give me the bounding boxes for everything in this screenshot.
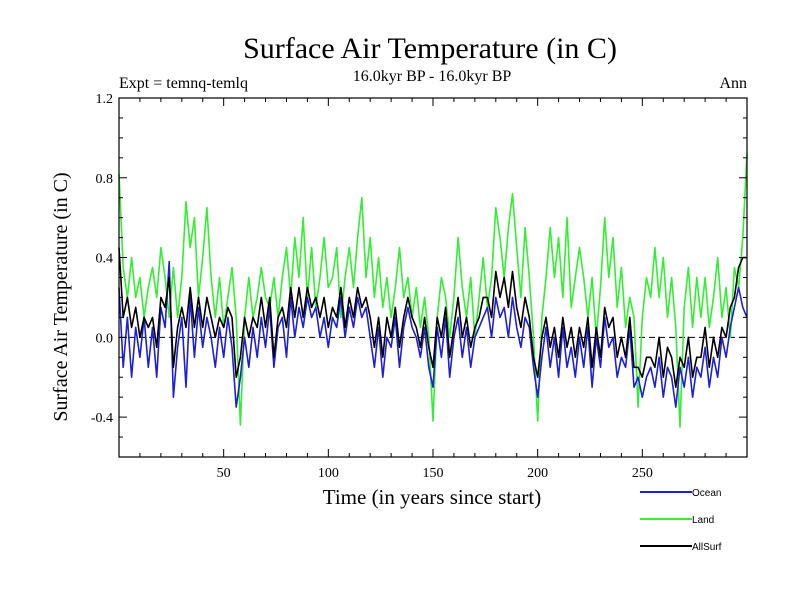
chart-subtitle: 16.0kyr BP - 16.0kyr BP [353, 68, 512, 85]
legend-label-allsurf: AllSurf [692, 542, 722, 553]
y-tick-label: -0.4 [91, 411, 113, 426]
x-tick-label: 250 [632, 466, 653, 481]
experiment-label: Expt = temnq-temlq [119, 75, 248, 92]
x-tick-label: 100 [318, 466, 339, 481]
legend-label-land: Land [692, 515, 714, 526]
x-tick-label: 50 [217, 466, 231, 481]
y-tick-label: 0.0 [96, 331, 114, 346]
chart-title: Surface Air Temperature (in C) [243, 32, 617, 65]
plot-area: -0.4 0.0 0.4 0.8 1.2 50 100 150 200 250 [91, 92, 748, 481]
y-tick-label: 0.4 [96, 252, 114, 267]
x-tick-label: 200 [527, 466, 548, 481]
y-tick-label: 1.2 [96, 92, 114, 107]
x-axis-label: Time (in years since start) [323, 485, 542, 509]
x-tick-label: 150 [423, 466, 444, 481]
period-label: Ann [719, 75, 747, 92]
y-tick-label: 0.8 [96, 172, 114, 187]
series-line-ocean [118, 260, 748, 408]
legend: Ocean Land AllSurf [640, 488, 722, 553]
legend-label-ocean: Ocean [692, 488, 721, 499]
y-axis-label: Surface Air Temperature (in C) [50, 172, 72, 421]
series-line-allsurf [118, 247, 747, 389]
